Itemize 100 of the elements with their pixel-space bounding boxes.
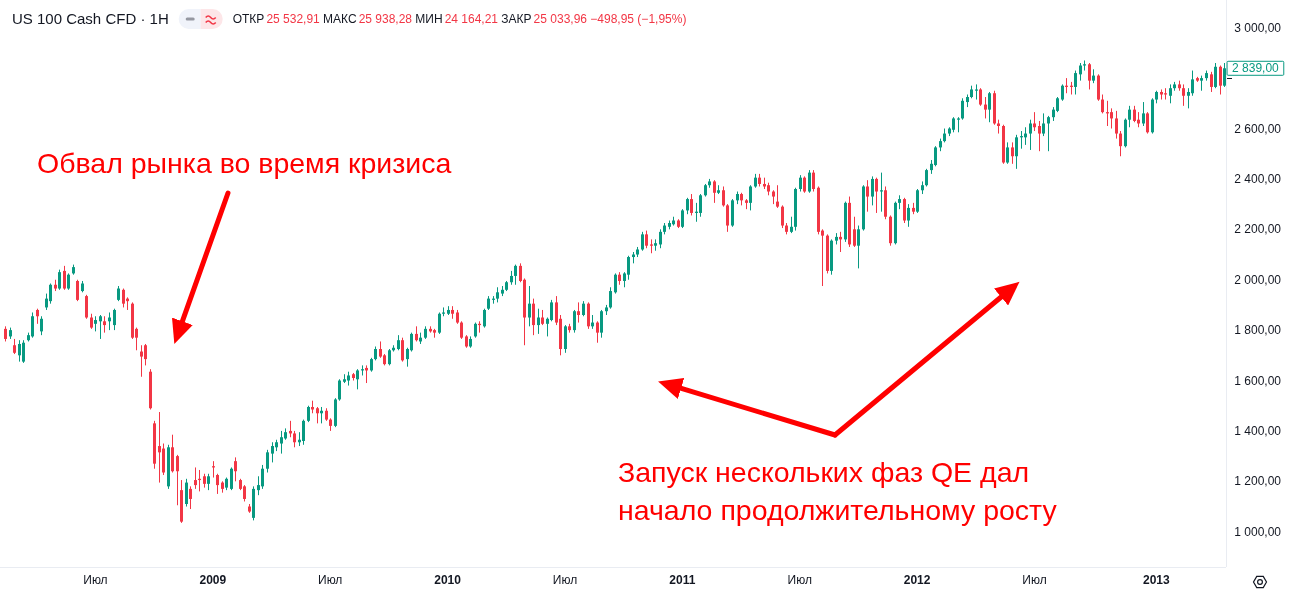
y-tick-label: 1 200,00 [1234,474,1282,489]
candlestick [550,299,553,322]
candlestick [171,434,174,473]
candlestick [18,339,21,363]
candlestick [1210,71,1213,93]
candlestick [22,339,25,364]
text: ОТКР25 532,91 МАКС25 938,28 МИН24 164,21 ЗАКР25 033,96 −498,95 (−1,95%) [232,12,687,26]
candlestick [1128,105,1131,128]
candlestick [216,473,219,495]
candlestick [627,255,630,281]
candlestick [158,411,161,484]
candlestick [162,443,165,476]
candlestick [1169,83,1172,104]
y-tick-label: 1 800,00 [1234,323,1282,338]
candlestick [261,464,264,490]
candlestick [776,184,779,209]
candlestick [401,337,404,363]
candlestick [659,228,662,249]
candlestick [144,343,147,366]
candlestick [1083,59,1086,72]
x-tick-label: 2010 [434,573,462,587]
candlestick [528,285,531,327]
candlestick [812,169,815,193]
candlestick [1182,83,1185,107]
x-tick-label: 2013 [1143,573,1171,587]
candlestick [280,430,283,455]
candlestick [699,193,702,218]
candlestick [99,314,102,340]
candlestick [577,301,580,324]
candlestick [63,265,66,291]
candlestick [266,449,269,473]
candlestick [726,203,729,233]
x-tick-label: 2009 [199,573,227,587]
candlestick [961,97,964,121]
candlestick [532,298,535,336]
candlestick [1097,73,1100,102]
candlestick [641,231,644,252]
candlestick [573,309,576,334]
candlestick [853,216,856,248]
candlestick [1029,119,1032,151]
candlestick [600,309,603,339]
candlestick [564,324,567,354]
x-tick-label: 2012 [903,573,931,587]
candlestick [302,419,305,446]
x-tick-label: Июл [83,573,108,587]
candlestick [681,208,684,229]
candlestick [1033,111,1036,132]
y-tick-label: 1 600,00 [1234,373,1282,388]
candlestick [614,272,617,295]
candlestick [1146,111,1149,135]
annotation: Запуск нескольких фаз QE дал начало продолжительному росту [618,456,1058,526]
candlestick [31,311,34,339]
candlestick [1142,101,1145,127]
x-tick-label: Июл [787,573,812,587]
candlestick [140,344,143,378]
candlestick [722,185,725,208]
candlestick [866,179,869,213]
candlestick [1074,70,1077,95]
y-tick-label: 2 600,00 [1234,121,1282,136]
candlestick [749,184,752,211]
y-tick-label: 1 400,00 [1234,423,1282,438]
y-tick-label: 2 400,00 [1234,171,1282,186]
candlestick [1015,134,1018,170]
candlestick [690,193,693,216]
candlestick [58,269,61,291]
candlestick [1191,70,1194,97]
candlestick [189,485,192,510]
candlestick [916,188,919,214]
candlestick [338,378,341,402]
candlestick [1119,130,1122,157]
candlestick [1101,94,1104,114]
candlestick [1214,62,1217,89]
candlestick [1115,110,1118,140]
candlestick [871,175,874,206]
annotation: 2 839,00 [1232,61,1280,76]
candlestick [713,179,716,204]
candlestick [988,91,991,123]
candlestick [808,169,811,194]
annotation: Обвал рынка во время кризиса [37,147,452,179]
candlestick [880,172,883,213]
y-tick-label: 2 000,00 [1234,272,1282,287]
candlestick [596,320,599,344]
candlestick [781,204,784,229]
candlestick [76,279,79,302]
candlestick [438,311,441,335]
candlestick [1006,141,1009,165]
candlestick [176,454,179,506]
x-tick-label: Июл [552,573,578,587]
candlestick [122,288,125,308]
candlestick [113,308,116,331]
candlestick [537,308,540,335]
candlestick [483,308,486,329]
candlestick [1088,62,1091,90]
candlestick [984,96,987,119]
candlestick [271,441,274,463]
candlestick [230,466,233,491]
candlestick [49,283,52,305]
candlestick [903,197,906,224]
candlestick [40,315,43,336]
candlestick [356,368,359,390]
